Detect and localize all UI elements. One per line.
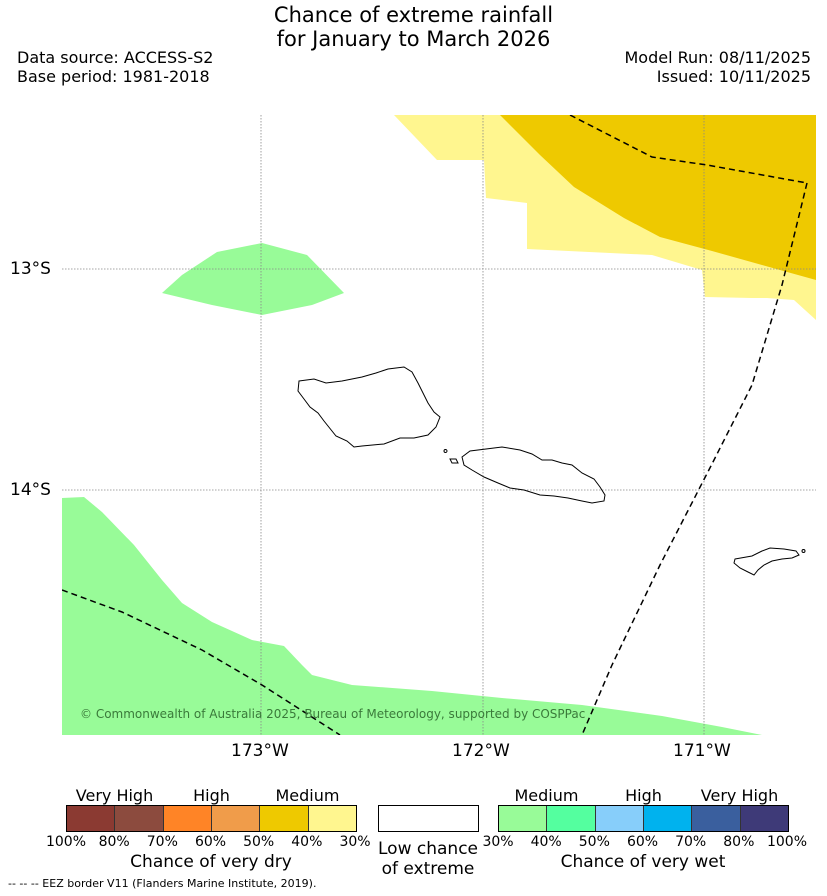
dry-tick-2: 70% bbox=[146, 834, 178, 850]
graticule bbox=[62, 115, 816, 735]
low-chance-line-1: Low chance bbox=[378, 839, 478, 859]
wet-tick-1: 40% bbox=[530, 834, 562, 850]
lon-label-172w: 172°W bbox=[452, 741, 510, 761]
dry-tick-3: 60% bbox=[194, 834, 227, 850]
wet-tick-2: 50% bbox=[578, 834, 610, 850]
islands bbox=[297, 366, 806, 576]
dry-tick-5: 40% bbox=[291, 834, 323, 850]
dry-swatch-5 bbox=[308, 806, 356, 831]
wet-swatch-5 bbox=[740, 806, 788, 831]
island-upolu bbox=[461, 446, 606, 504]
island-savaii bbox=[297, 366, 441, 448]
wet-cat-high: High bbox=[625, 786, 662, 805]
dry-colorbar bbox=[66, 805, 357, 832]
wet-swatch-2 bbox=[595, 806, 644, 831]
lon-label-173w: 173°W bbox=[231, 741, 289, 761]
dry-swatch-0 bbox=[67, 806, 116, 831]
wet-tick-6: 100% bbox=[766, 834, 808, 850]
wet-colorbar bbox=[498, 805, 789, 832]
wet-tick-5: 80% bbox=[723, 834, 755, 850]
wet-tick-4: 70% bbox=[675, 834, 707, 850]
lat-label-13s: 13°S bbox=[10, 259, 51, 279]
dry-cat-very-high: Very High bbox=[75, 786, 154, 805]
low-chance-label: Low chance of extreme bbox=[368, 839, 488, 879]
eez-border-southwest bbox=[62, 589, 341, 735]
wet-cat-medium: Medium bbox=[514, 786, 579, 805]
wet-swatch-4 bbox=[692, 806, 741, 831]
dry-cat-high: High bbox=[193, 786, 230, 805]
low-chance-line-2: of extreme bbox=[381, 859, 475, 879]
data-source: Data source: ACCESS-S2 bbox=[17, 48, 214, 67]
dry-tick-0: 100% bbox=[45, 834, 87, 850]
eez-borders bbox=[62, 115, 808, 735]
eez-footnote: -- -- -- EEZ border V11 (Flanders Marine… bbox=[8, 877, 317, 890]
island-tutuila bbox=[733, 547, 800, 576]
dry-swatch-2 bbox=[163, 806, 212, 831]
base-period: Base period: 1981-2018 bbox=[17, 67, 210, 86]
eez-border-east bbox=[581, 182, 808, 735]
title-line-2: for January to March 2026 bbox=[276, 27, 551, 51]
wet-swatch-0 bbox=[499, 806, 548, 831]
title-line-1: Chance of extreme rainfall bbox=[273, 3, 554, 27]
meta-right: Model Run: 08/11/2025 Issued: 10/11/2025 bbox=[625, 48, 812, 86]
island-manono bbox=[443, 449, 448, 453]
wet-cat-very-high: Very High bbox=[700, 786, 779, 805]
dry-swatch-1 bbox=[115, 806, 164, 831]
wet-swatch-3 bbox=[643, 806, 693, 831]
issued-date: Issued: 10/11/2025 bbox=[656, 67, 811, 86]
lon-label-171w: 171°W bbox=[673, 741, 731, 761]
dry-cat-medium: Medium bbox=[275, 786, 340, 805]
dry-swatch-4 bbox=[260, 806, 309, 831]
dry-medium-dark-area bbox=[500, 115, 816, 280]
map-title: Chance of extreme rainfall for January t… bbox=[0, 3, 827, 51]
dry-legend-title: Chance of very dry bbox=[130, 852, 292, 872]
island-apolima bbox=[449, 458, 459, 464]
dry-tick-6: 30% bbox=[339, 834, 371, 850]
low-chance-swatch bbox=[378, 805, 479, 832]
lat-label-14s: 14°S bbox=[10, 480, 51, 500]
dry-swatch-3 bbox=[211, 806, 261, 831]
wet-tick-3: 60% bbox=[626, 834, 659, 850]
wet-medium-area-north bbox=[162, 243, 344, 315]
copyright-notice: © Commonwealth of Australia 2025, Bureau… bbox=[80, 707, 585, 721]
dry-tick-4: 50% bbox=[243, 834, 275, 850]
wet-medium-area-south bbox=[62, 497, 762, 735]
wet-legend-title: Chance of very wet bbox=[560, 852, 726, 872]
model-run: Model Run: 08/11/2025 bbox=[624, 48, 812, 67]
map-panel: © Commonwealth of Australia 2025, Bureau… bbox=[62, 115, 816, 735]
wet-swatch-1 bbox=[547, 806, 596, 831]
dry-tick-1: 80% bbox=[98, 834, 130, 850]
meta-left: Data source: ACCESS-S2 Base period: 1981… bbox=[17, 48, 213, 86]
island-aunuu bbox=[801, 549, 806, 553]
wet-tick-0: 30% bbox=[482, 834, 514, 850]
